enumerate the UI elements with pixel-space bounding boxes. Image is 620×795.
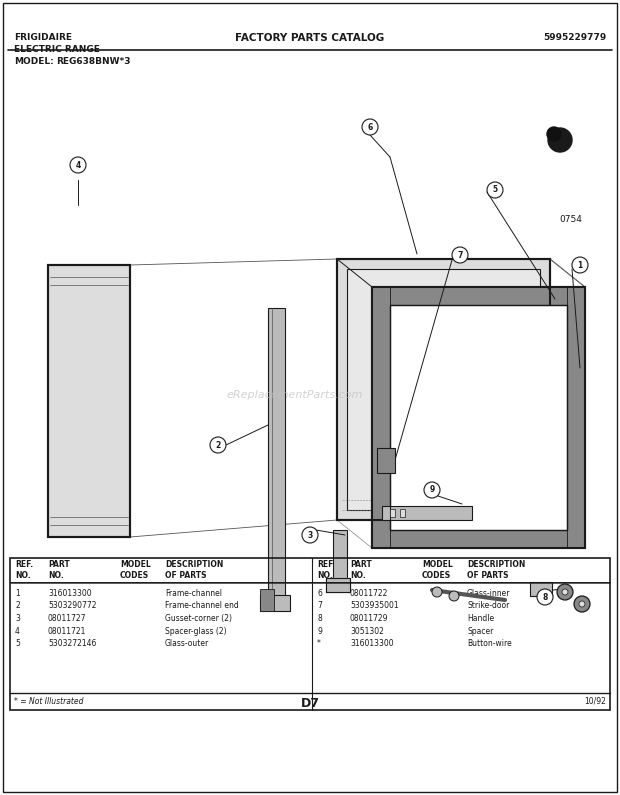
Text: MODEL
CODES: MODEL CODES — [422, 560, 453, 580]
Bar — [48, 265, 130, 537]
Circle shape — [302, 527, 318, 543]
Text: Glass-outer: Glass-outer — [165, 639, 210, 648]
Bar — [333, 530, 347, 580]
Text: Frame-channel end: Frame-channel end — [165, 602, 239, 611]
Bar — [372, 287, 585, 305]
Circle shape — [424, 482, 440, 498]
Bar — [390, 305, 567, 530]
Bar — [372, 287, 585, 548]
Circle shape — [572, 257, 588, 273]
Text: 4: 4 — [15, 626, 20, 635]
Text: 08011721: 08011721 — [48, 626, 86, 635]
Circle shape — [487, 182, 503, 198]
Circle shape — [548, 128, 572, 152]
Text: 6: 6 — [368, 122, 373, 131]
Bar — [48, 265, 130, 537]
Text: 8: 8 — [317, 614, 322, 623]
Circle shape — [70, 157, 86, 173]
Circle shape — [574, 596, 590, 612]
Circle shape — [432, 587, 442, 597]
Bar — [10, 558, 610, 710]
Text: 316013300: 316013300 — [350, 639, 394, 648]
Text: PART
NO.: PART NO. — [350, 560, 372, 580]
Text: REF.
NO.: REF. NO. — [317, 560, 335, 580]
Text: *: * — [317, 639, 321, 648]
Bar — [530, 582, 552, 596]
Circle shape — [452, 247, 468, 263]
Text: 5303290772: 5303290772 — [48, 602, 97, 611]
Text: 6: 6 — [317, 589, 322, 598]
Text: 08011727: 08011727 — [48, 614, 87, 623]
Text: Spacer-glass (2): Spacer-glass (2) — [165, 626, 227, 635]
Circle shape — [547, 127, 561, 141]
Text: FRIGIDAIRE
ELECTRIC RANGE: FRIGIDAIRE ELECTRIC RANGE — [14, 33, 100, 55]
Text: 5: 5 — [15, 639, 20, 648]
Text: 5303935001: 5303935001 — [350, 602, 399, 611]
Circle shape — [449, 591, 459, 601]
Text: 316013300: 316013300 — [48, 589, 92, 598]
Circle shape — [579, 601, 585, 607]
Bar — [567, 287, 585, 548]
Text: 5995229779: 5995229779 — [542, 33, 606, 42]
Bar — [390, 305, 567, 530]
Circle shape — [210, 437, 226, 453]
Text: * = Not Illustrated: * = Not Illustrated — [14, 697, 84, 706]
Text: 3: 3 — [308, 530, 312, 540]
Text: 10/92: 10/92 — [584, 697, 606, 706]
Text: DESCRIPTION
OF PARTS: DESCRIPTION OF PARTS — [165, 560, 223, 580]
Text: Strike-door: Strike-door — [467, 602, 510, 611]
Text: Frame-channel: Frame-channel — [165, 589, 222, 598]
Text: Spacer: Spacer — [467, 626, 494, 635]
Text: PART
NO.: PART NO. — [48, 560, 69, 580]
Text: FACTORY PARTS CATALOG: FACTORY PARTS CATALOG — [236, 33, 384, 43]
Text: REF.
NO.: REF. NO. — [15, 560, 33, 580]
Text: 7: 7 — [317, 602, 322, 611]
Text: DESCRIPTION
OF PARTS: DESCRIPTION OF PARTS — [467, 560, 525, 580]
Bar — [56, 273, 122, 529]
Bar — [400, 509, 405, 517]
Text: 08011722: 08011722 — [350, 589, 388, 598]
Text: 9: 9 — [317, 626, 322, 635]
Text: 8: 8 — [542, 592, 547, 602]
Bar — [260, 589, 274, 611]
Bar — [337, 259, 550, 520]
Text: Handle: Handle — [467, 614, 494, 623]
Text: Glass-inner: Glass-inner — [467, 589, 510, 598]
Circle shape — [557, 584, 573, 600]
Text: 3051302: 3051302 — [350, 626, 384, 635]
Polygon shape — [326, 578, 350, 592]
Bar — [337, 259, 550, 520]
Text: 1: 1 — [577, 261, 583, 270]
Text: MODEL:: MODEL: — [14, 57, 54, 66]
Text: 5303272146: 5303272146 — [48, 639, 96, 648]
Text: Button-wire: Button-wire — [467, 639, 512, 648]
Text: MODEL
CODES: MODEL CODES — [120, 560, 151, 580]
Text: 9: 9 — [430, 486, 435, 494]
Bar — [268, 308, 285, 597]
Text: 7: 7 — [458, 250, 463, 259]
Bar — [390, 509, 395, 517]
Bar — [382, 506, 472, 520]
Text: 1: 1 — [15, 589, 20, 598]
Bar — [347, 269, 540, 510]
Text: 4: 4 — [76, 161, 81, 169]
Bar — [260, 595, 290, 611]
Text: D7: D7 — [301, 697, 319, 710]
Circle shape — [537, 589, 553, 605]
Circle shape — [562, 589, 568, 595]
Bar — [372, 287, 585, 548]
Text: 2: 2 — [15, 602, 20, 611]
Bar — [372, 287, 390, 548]
Text: 08011729: 08011729 — [350, 614, 389, 623]
Bar — [372, 530, 585, 548]
Text: Gusset-corner (2): Gusset-corner (2) — [165, 614, 232, 623]
Text: 2: 2 — [215, 440, 221, 449]
Text: eReplacementParts.com: eReplacementParts.com — [227, 390, 363, 400]
Circle shape — [362, 119, 378, 135]
Text: 5: 5 — [492, 185, 498, 195]
Text: REG638BNW*3: REG638BNW*3 — [56, 57, 130, 66]
Bar — [377, 448, 395, 473]
Text: 3: 3 — [15, 614, 20, 623]
Text: 0754: 0754 — [559, 215, 582, 224]
